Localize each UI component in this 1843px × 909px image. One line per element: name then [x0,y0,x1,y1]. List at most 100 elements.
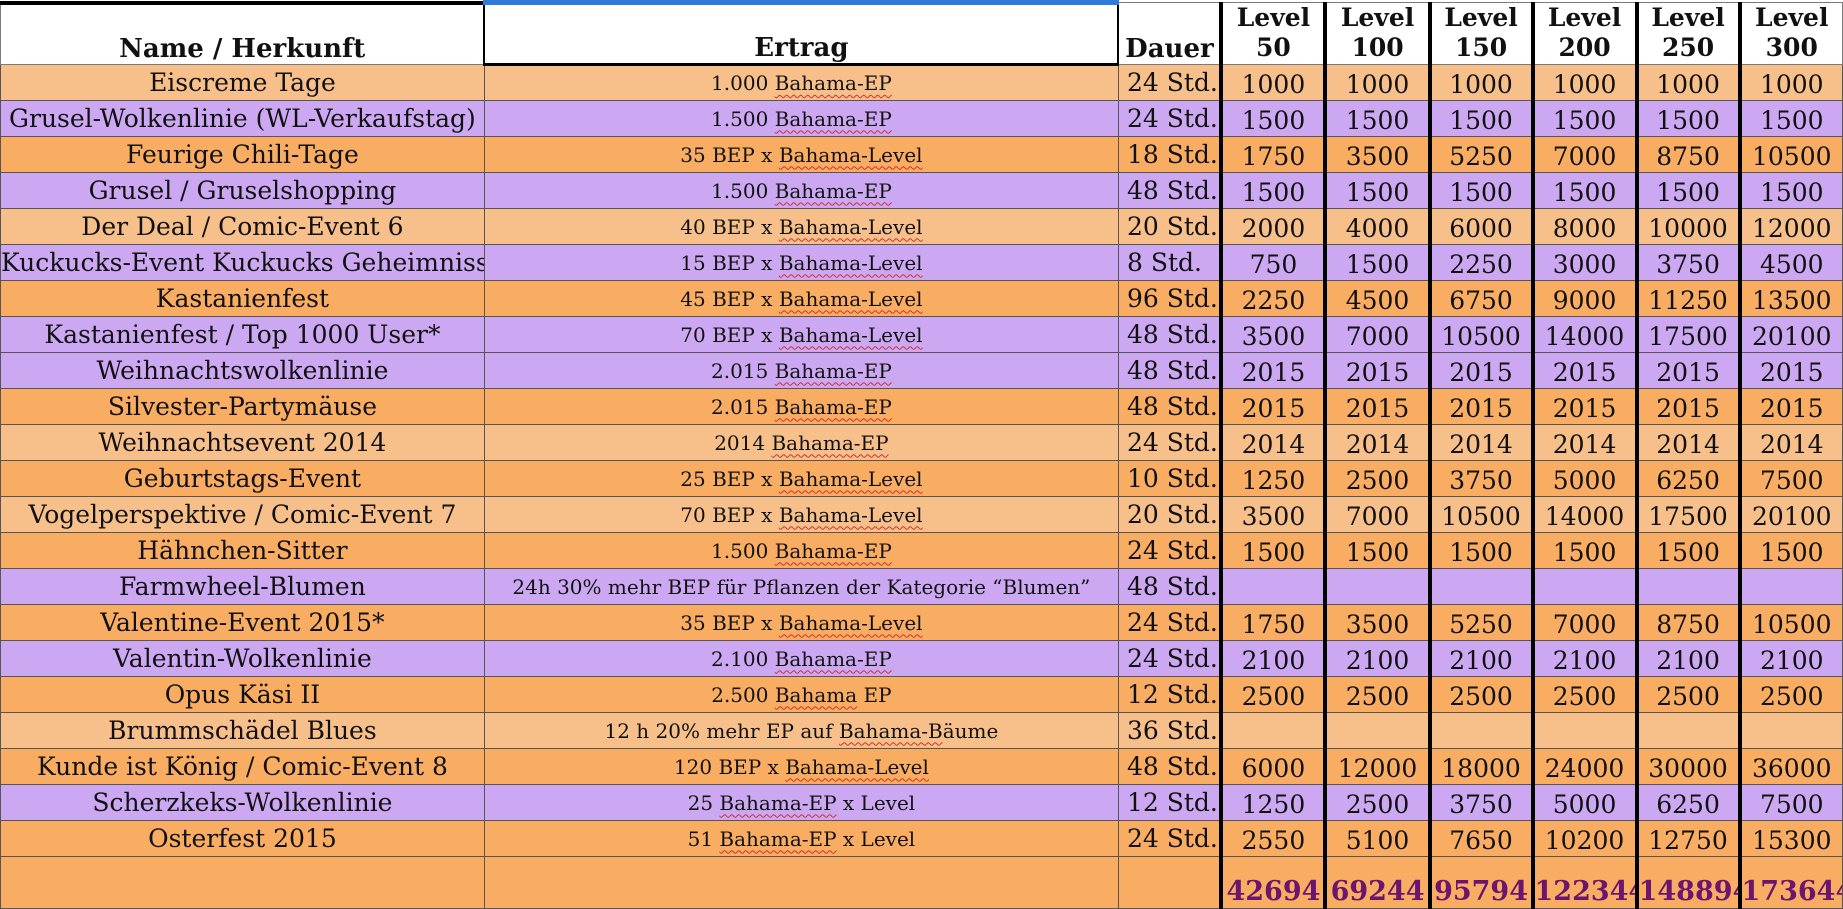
cell-level-value[interactable]: 1500 [1737,532,1843,569]
cell-ertrag[interactable]: 35 BEP x Bahama-Level [483,136,1119,173]
cell-level-value[interactable]: 2015 [1530,352,1638,389]
cell-level-value[interactable]: 1500 [1737,100,1843,137]
cell-ertrag[interactable]: 15 BEP x Bahama-Level [483,244,1119,281]
header-level-250[interactable]: Level 250 [1634,2,1741,65]
cell-level-value[interactable]: 20100 [1737,496,1843,533]
cell-level-value[interactable]: 1500 [1427,172,1533,209]
cell-ertrag[interactable]: 2.015 Bahama-EP [483,352,1119,389]
cell-name[interactable]: Weihnachtsevent 2014 [0,424,485,461]
cell-dauer[interactable]: 12 Std. [1117,784,1222,821]
cell-level-value[interactable]: 9000 [1530,280,1638,317]
cell-empty[interactable] [483,856,1119,909]
cell-level-value[interactable]: 1750 [1219,604,1326,641]
cell-level-value[interactable]: 7000 [1323,316,1431,353]
cell-level-value[interactable]: 1000 [1323,64,1431,101]
cell-level-value[interactable]: 1250 [1219,784,1326,821]
cell-name[interactable]: Geburtstags-Event [0,460,485,497]
cell-dauer[interactable]: 36 Std. [1117,712,1222,749]
cell-level-value[interactable]: 20100 [1737,316,1843,353]
cell-level-value[interactable]: 1500 [1530,100,1638,137]
cell-level-value[interactable]: 1500 [1634,172,1741,209]
cell-level-value[interactable]: 4500 [1323,280,1431,317]
cell-level-value[interactable]: 2015 [1427,388,1533,425]
header-ertrag[interactable]: Ertrag [483,0,1120,66]
cell-level-value[interactable]: 8750 [1634,136,1741,173]
cell-level-value[interactable]: 10200 [1530,820,1638,857]
cell-ertrag[interactable]: 25 BEP x Bahama-Level [483,460,1119,497]
cell-level-value[interactable]: 2500 [1634,676,1741,713]
cell-level-value[interactable]: 1500 [1219,172,1326,209]
cell-level-value[interactable]: 2500 [1530,676,1638,713]
cell-dauer[interactable]: 48 Std. [1117,352,1222,389]
cell-level-value[interactable]: 1000 [1530,64,1638,101]
cell-dauer[interactable]: 18 Std. [1117,136,1222,173]
cell-name[interactable]: Opus Käsi II [0,676,485,713]
cell-ertrag[interactable]: 1.000 Bahama-EP [483,64,1119,101]
cell-level-value[interactable]: 2015 [1219,352,1326,389]
cell-level-value[interactable]: 6750 [1427,280,1533,317]
cell-dauer[interactable]: 24 Std. [1117,532,1222,569]
cell-ertrag[interactable]: 70 BEP x Bahama-Level [483,496,1119,533]
cell-level-value[interactable]: 2100 [1634,640,1741,677]
cell-level-value[interactable]: 1250 [1219,460,1326,497]
cell-level-value[interactable]: 2015 [1323,352,1431,389]
cell-ertrag[interactable]: 45 BEP x Bahama-Level [483,280,1119,317]
cell-level-value[interactable]: 17500 [1634,496,1741,533]
header-level-50[interactable]: Level 50 [1219,2,1326,65]
cell-level-value[interactable]: 3750 [1427,784,1533,821]
cell-level-value[interactable]: 5100 [1323,820,1431,857]
cell-level-value[interactable]: 2100 [1427,640,1533,677]
cell-level-value[interactable]: 1500 [1323,244,1431,281]
cell-level-value[interactable]: 2015 [1323,388,1431,425]
cell-level-value[interactable]: 7000 [1323,496,1431,533]
cell-level-value[interactable]: 1500 [1634,532,1741,569]
cell-level-value[interactable]: 3750 [1427,460,1533,497]
cell-level-value[interactable]: 3500 [1323,136,1431,173]
cell-name[interactable]: Hähnchen-Sitter [0,532,485,569]
cell-level-value[interactable]: 7500 [1737,460,1843,497]
cell-name[interactable]: Der Deal / Comic-Event 6 [0,208,485,245]
cell-level-value[interactable]: 1500 [1323,172,1431,209]
cell-level-value[interactable]: 3500 [1219,496,1326,533]
cell-level-value[interactable]: 750 [1219,244,1326,281]
cell-level-value[interactable]: 6250 [1634,784,1741,821]
cell-level-value[interactable]: 10500 [1737,136,1843,173]
cell-ertrag[interactable]: 2014 Bahama-EP [483,424,1119,461]
cell-level-value[interactable]: 2100 [1530,640,1638,677]
cell-level-value[interactable] [1737,568,1843,605]
cell-level-value[interactable]: 8750 [1634,604,1741,641]
cell-dauer[interactable]: 10 Std. [1117,460,1222,497]
cell-level-value[interactable]: 1500 [1323,100,1431,137]
cell-level-value[interactable]: 24000 [1530,748,1638,785]
cell-empty[interactable] [0,856,485,909]
cell-level-value[interactable]: 1500 [1530,532,1638,569]
cell-level-value[interactable]: 1500 [1219,100,1326,137]
cell-level-value[interactable]: 2014 [1323,424,1431,461]
cell-level-value[interactable] [1530,712,1638,749]
cell-level-value[interactable]: 2014 [1219,424,1326,461]
cell-name[interactable]: Kuckucks-Event Kuckucks Geheimnisse [0,244,485,281]
cell-level-value[interactable]: 15300 [1737,820,1843,857]
cell-dauer[interactable]: 8 Std. [1117,244,1222,281]
cell-level-value[interactable]: 5000 [1530,784,1638,821]
cell-level-value[interactable]: 17500 [1634,316,1741,353]
cell-ertrag[interactable]: 2.500 Bahama EP [483,676,1119,713]
cell-level-value[interactable]: 3750 [1634,244,1741,281]
cell-ertrag[interactable]: 70 BEP x Bahama-Level [483,316,1119,353]
cell-dauer[interactable]: 12 Std. [1117,676,1222,713]
cell-ertrag[interactable]: 40 BEP x Bahama-Level [483,208,1119,245]
cell-level-value[interactable]: 2015 [1427,352,1533,389]
cell-level-value[interactable]: 7500 [1737,784,1843,821]
cell-level-value[interactable]: 5000 [1530,460,1638,497]
cell-level-value[interactable]: 1500 [1427,532,1533,569]
cell-name[interactable]: Grusel-Wolkenlinie (WL-Verkaufstag) [0,100,485,137]
cell-level-value[interactable]: 10500 [1737,604,1843,641]
cell-level-value[interactable]: 2100 [1219,640,1326,677]
cell-level-value[interactable]: 2500 [1323,784,1431,821]
cell-ertrag[interactable]: 51 Bahama-EP x Level [483,820,1119,857]
cell-level-value[interactable] [1427,568,1533,605]
cell-level-value[interactable]: 13500 [1737,280,1843,317]
cell-level-value[interactable]: 1000 [1219,64,1326,101]
cell-level-value[interactable]: 14000 [1530,496,1638,533]
cell-name[interactable]: Kastanienfest / Top 1000 User* [0,316,485,353]
